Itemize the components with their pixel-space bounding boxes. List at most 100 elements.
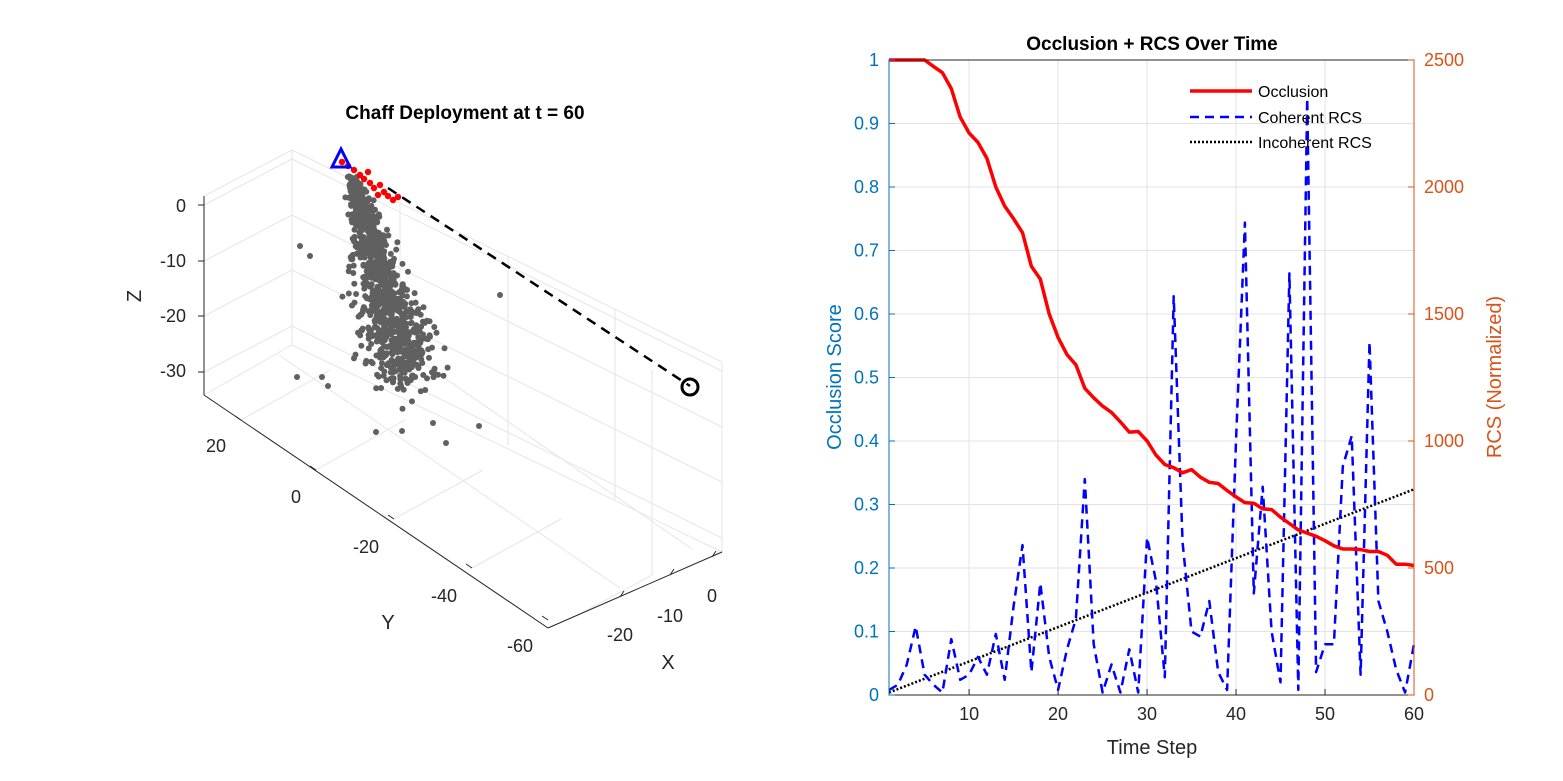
chaff-point: [398, 339, 405, 346]
chaff-point: [399, 405, 406, 412]
chaff-point: [389, 345, 396, 352]
chaff-path-point: [374, 191, 382, 199]
chaff-point: [297, 243, 303, 249]
left-y-ticks: 0 0.1 0.2 0.3 0.4 0.5 0.6 0.7 0.8 0.9 1: [854, 50, 895, 705]
grid-line: [203, 325, 293, 373]
x-tick-label: 30: [1137, 704, 1157, 724]
chaff-point: [374, 256, 381, 263]
chaff-point: [402, 375, 409, 382]
chaff-point: [405, 365, 412, 372]
chaff-point: [358, 311, 365, 318]
chaff-point: [412, 329, 419, 336]
chaff-point: [435, 371, 441, 378]
chaff-point: [407, 320, 414, 327]
chaff-point: [386, 319, 393, 326]
series-line-occlusion: [889, 58, 1415, 568]
z-tick-label: 0: [176, 196, 186, 216]
chaff-point: [365, 335, 372, 342]
chaff-point: [372, 268, 379, 275]
chaff-point: [424, 375, 430, 382]
chaff-point: [346, 182, 353, 189]
chaff-point: [382, 352, 389, 359]
chaff-point: [307, 253, 313, 259]
chaff-point: [381, 238, 388, 245]
series-line-coherent-rcs: [888, 96, 1416, 694]
chaff-point: [394, 349, 401, 356]
right-y-tick-label: 2000: [1424, 177, 1464, 197]
chaff-point: [325, 383, 331, 389]
chaff-point: [379, 295, 386, 302]
scatter-title: Chaff Deployment at t = 60: [345, 103, 584, 124]
chaff-point: [425, 346, 432, 353]
chaff-point: [339, 293, 346, 300]
occlusion-rcs-chart[interactable]: 10 20 30 40 50 60 00.10.20.30.40.50.60.70.80.…: [824, 34, 1506, 759]
chaff-point: [433, 329, 440, 336]
grid-line: [471, 518, 562, 569]
axis-line: [465, 563, 473, 569]
axes-3d: [198, 196, 723, 629]
chaff-point: [375, 373, 382, 380]
axis-line: [619, 590, 625, 598]
legend-label-coherent: Coherent RCS: [1258, 110, 1362, 127]
chaff-point: [412, 354, 419, 361]
chaff-point: [294, 374, 300, 380]
chaff-point: [396, 289, 403, 296]
chaff-point: [476, 423, 482, 429]
series-lines: [888, 58, 1416, 694]
chaff-point: [346, 263, 353, 270]
left-y-axis-label: Occlusion Score: [824, 304, 846, 450]
chaff-point: [403, 314, 410, 321]
chaff-point: [405, 332, 412, 339]
chaff-point: [408, 375, 415, 382]
chaff-point: [351, 226, 358, 233]
y-axis-label: Y: [381, 612, 394, 634]
chaff-point: [382, 302, 389, 308]
chaff-point: [402, 338, 409, 345]
chaff-3d-plot[interactable]: 0 -10 -20 -30 20 0 -20 -40 -60 -20 -10 0…: [124, 103, 723, 674]
chaff-point: [408, 345, 414, 352]
x-tick-label: -20: [607, 625, 633, 645]
chaff-point: [398, 346, 405, 353]
chaff-point: [368, 341, 375, 347]
chaff-point: [390, 335, 397, 342]
chaff-point: [386, 280, 393, 287]
x-tick-label: 10: [959, 704, 979, 724]
y-tick-label: -40: [431, 586, 457, 606]
chaff-point: [367, 226, 374, 233]
left-y-tick-label: 0.2: [854, 558, 879, 578]
chaff-point: [390, 377, 396, 384]
chaff-path-point: [394, 193, 402, 201]
chaff-point: [430, 420, 436, 426]
chaff-point: [443, 440, 449, 446]
chaff-point: [373, 429, 379, 435]
chaff-path-point: [364, 168, 372, 176]
chaff-point: [413, 309, 420, 316]
chaff-point: [374, 324, 381, 331]
left-y-tick-label: 0.1: [854, 622, 879, 642]
chaff-point: [409, 398, 415, 405]
grid-line: [278, 354, 621, 589]
chaff-point: [358, 201, 365, 208]
chaff-point: [394, 239, 401, 246]
left-y-tick-label: 0.6: [854, 304, 879, 324]
axis-line: [309, 465, 317, 471]
chaff-point: [378, 365, 385, 372]
chaff-point: [406, 354, 413, 361]
right-y-ticks: 0 500 1000 1500 2000 2500: [1408, 50, 1464, 705]
chaff-point: [413, 339, 419, 346]
chaff-point: [408, 300, 415, 307]
chaff-point: [399, 260, 406, 267]
chaff-point: [370, 287, 376, 294]
chaff-point: [355, 329, 361, 336]
left-y-tick-label: 0.5: [854, 368, 879, 388]
chaff-point: [366, 270, 373, 277]
chaff-point: [411, 290, 418, 297]
chaff-point: [319, 374, 325, 380]
chaff-point: [440, 372, 447, 379]
chaff-point: [398, 310, 405, 317]
chaff-point: [431, 365, 438, 372]
chaff-point: [379, 360, 385, 367]
grid-2d: [889, 60, 1415, 695]
chaff-path-point: [389, 196, 397, 204]
chaff-point: [359, 325, 366, 332]
